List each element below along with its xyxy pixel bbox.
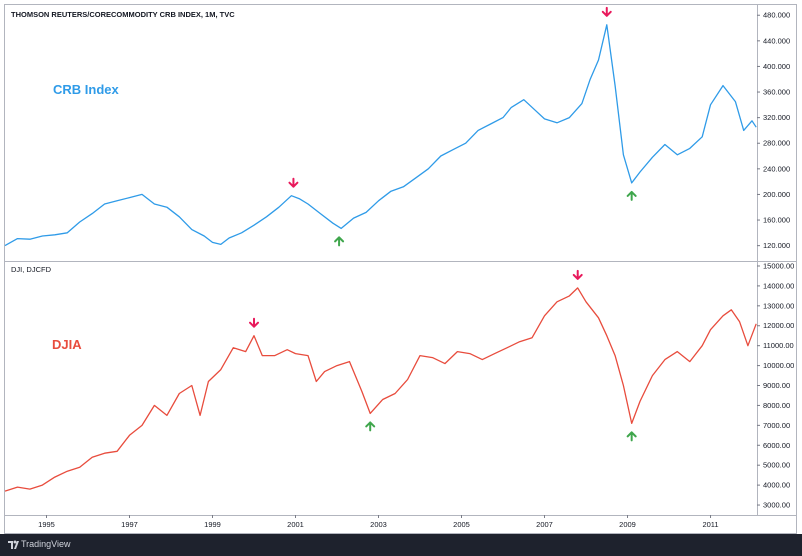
djia-ytick-label: 5000.00 — [763, 461, 790, 470]
xtick-label: 2005 — [453, 520, 470, 529]
djia-trough-arrow-icon — [365, 421, 376, 432]
xtick-label: 2001 — [287, 520, 304, 529]
crb-ytick-label: 320.000 — [763, 113, 790, 122]
xtick-label: 1997 — [121, 520, 138, 529]
crb-ytick-label: 240.000 — [763, 164, 790, 173]
crb-series-label: CRB Index — [53, 82, 120, 97]
crb-ytick-label: 480.000 — [763, 11, 790, 20]
crb-price-axis: 120.000 160.000 200.000 240.000 280.000 320.0… — [757, 11, 790, 250]
djia-trough-arrow-icon — [626, 431, 637, 442]
xtick-label: 1999 — [204, 520, 221, 529]
footer-bar: TradingView — [0, 534, 802, 556]
crb-ytick-label: 120.000 — [763, 241, 790, 250]
crb-pane-title: THOMSON REUTERS/CORECOMMODITY CRB INDEX,… — [11, 10, 235, 19]
footer-brand: TradingView — [21, 539, 71, 549]
crb-peak-arrow-icon — [288, 177, 299, 188]
time-axis: 1995 1997 1999 2001 2003 2005 2007 2009 2011 — [38, 515, 719, 529]
djia-ytick-label: 3000.00 — [763, 501, 790, 510]
crb-ytick-label: 360.000 — [763, 88, 790, 97]
chart-svg: THOMSON REUTERS/CORECOMMODITY CRB INDEX,… — [4, 4, 797, 534]
djia-pane-title: DJI, DJCFD — [11, 265, 52, 274]
crb-peak-arrow-icon — [601, 6, 612, 17]
djia-series-line — [4, 287, 757, 492]
djia-ytick-label: 11000.00 — [763, 341, 794, 350]
djia-peak-arrow-icon — [249, 317, 260, 328]
crb-trough-arrow-icon — [334, 236, 345, 247]
crb-ytick-label: 200.000 — [763, 190, 790, 199]
xtick-label: 2011 — [702, 520, 718, 529]
djia-ytick-label: 7000.00 — [763, 421, 790, 430]
crb-ytick-label: 280.000 — [763, 139, 790, 148]
djia-ytick-label: 9000.00 — [763, 381, 790, 390]
djia-ytick-label: 15000.00 — [763, 261, 794, 270]
djia-series-label: DJIA — [52, 337, 82, 352]
djia-annotations — [249, 269, 637, 442]
crb-ytick-label: 160.000 — [763, 216, 790, 225]
djia-ytick-label: 6000.00 — [763, 441, 790, 450]
tradingview-logo-icon — [8, 540, 19, 549]
xtick-label: 2003 — [370, 520, 387, 529]
crb-ytick-label: 400.000 — [763, 62, 790, 71]
crb-annotations — [288, 6, 637, 247]
xtick-label: 2009 — [619, 520, 636, 529]
crb-ytick-label: 440.000 — [763, 36, 790, 45]
djia-ytick-label: 14000.00 — [763, 281, 794, 290]
djia-peak-arrow-icon — [572, 269, 583, 280]
xtick-label: 2007 — [536, 520, 553, 529]
djia-ytick-label: 8000.00 — [763, 401, 790, 410]
djia-price-axis: 3000.00 4000.00 5000.00 6000.00 7000.00 8000.… — [757, 261, 794, 510]
djia-ytick-label: 4000.00 — [763, 481, 790, 490]
djia-ytick-label: 10000.00 — [763, 361, 794, 370]
xtick-label: 1995 — [38, 520, 55, 529]
djia-ytick-label: 13000.00 — [763, 301, 794, 310]
djia-ytick-label: 12000.00 — [763, 321, 794, 330]
chart-border — [4, 4, 797, 534]
crb-trough-arrow-icon — [626, 190, 637, 201]
crb-series-line — [4, 24, 757, 247]
